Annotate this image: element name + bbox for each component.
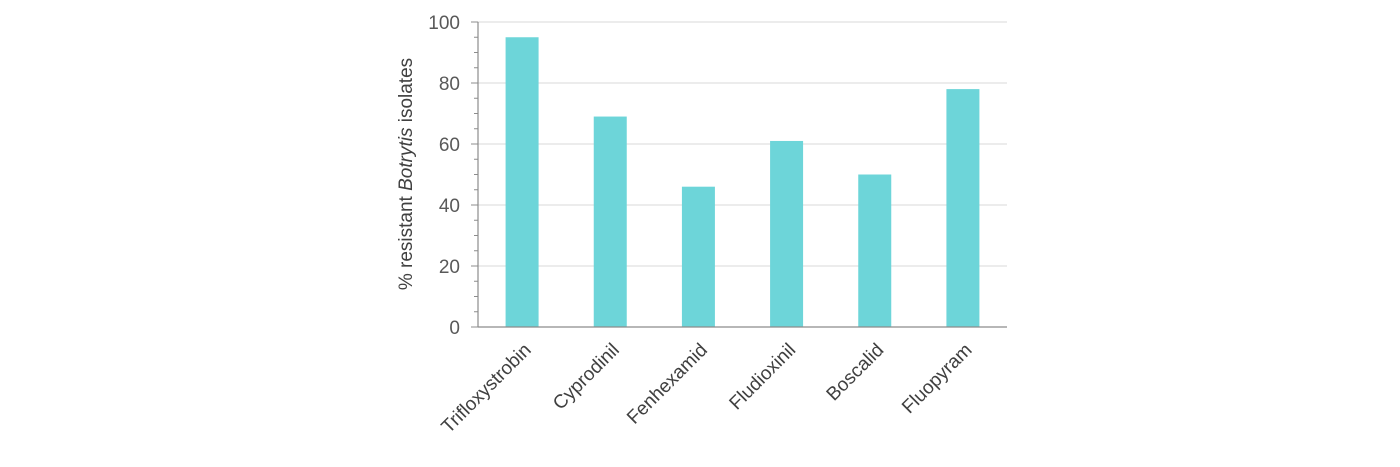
x-category-label: Trifloxystrobin bbox=[438, 340, 536, 438]
y-tick-label: 60 bbox=[439, 135, 460, 156]
x-category-label: Fenhexamid bbox=[623, 340, 712, 429]
bar bbox=[770, 140, 804, 327]
y-axis-label: % resistant Botrytis isolates bbox=[396, 58, 417, 290]
bars bbox=[505, 37, 980, 327]
bar bbox=[505, 37, 539, 327]
y-tick-label: 40 bbox=[439, 196, 460, 217]
y-tick-label: 0 bbox=[449, 318, 460, 339]
y-axis-label-prefix: % resistant bbox=[396, 191, 417, 290]
y-tick-labels: 0 20 40 60 80 100 bbox=[428, 13, 460, 339]
x-category-labels: Trifloxystrobin Cyprodinil Fenhexamid Fludi… bbox=[438, 340, 977, 438]
bar bbox=[946, 89, 980, 327]
gridlines bbox=[478, 21, 1007, 267]
y-tick-label: 20 bbox=[439, 257, 460, 278]
y-axis-label-suffix: isolates bbox=[396, 58, 417, 128]
y-tick-label: 100 bbox=[428, 13, 460, 34]
y-tick-label: 80 bbox=[439, 74, 460, 95]
y-axis-label-italic: Botrytis bbox=[396, 127, 417, 191]
axes bbox=[471, 21, 1007, 328]
x-category-label: Fludioxinil bbox=[726, 340, 801, 415]
x-category-label: Fluopyram bbox=[898, 340, 976, 418]
bar bbox=[681, 186, 715, 327]
bar bbox=[593, 116, 627, 327]
bar bbox=[858, 174, 892, 327]
x-category-label: Boscalid bbox=[823, 340, 889, 406]
x-category-label: Cyprodinil bbox=[549, 340, 624, 415]
